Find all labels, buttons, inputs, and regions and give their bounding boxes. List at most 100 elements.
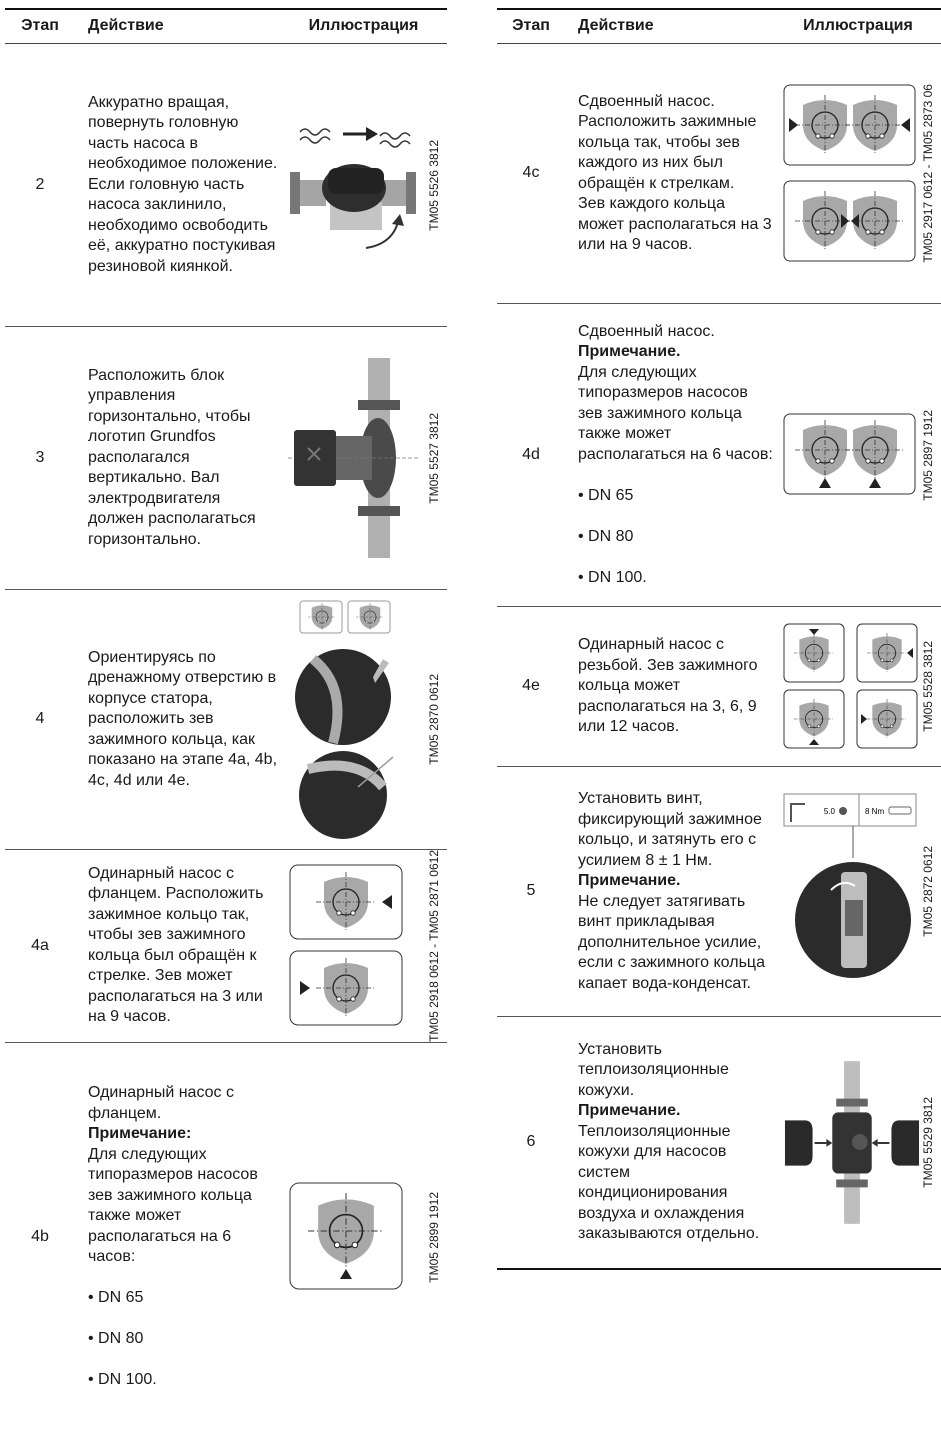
illustration-part: [392, 214, 404, 226]
header-cell: Этап: [497, 8, 565, 44]
illustration-part: [357, 756, 394, 788]
illustration-part: [901, 117, 910, 132]
action-paragraph: Ориентируясь по дренажному отверстию в к…: [88, 648, 278, 789]
illustration-part: [366, 127, 378, 141]
illustration-part: [790, 802, 805, 822]
illustration-part: [379, 140, 411, 148]
illustration: TM05 2917 0612 - TM05 2873 06: [775, 83, 941, 265]
table-row: 5 Установить винт, фиксирующий зажимное …: [497, 766, 941, 1017]
step: 6: [497, 1016, 565, 1270]
illustration-part: [836, 1179, 868, 1188]
step: 4c: [497, 43, 565, 304]
table-row: 4b Одинарный насос с фланцем. Примечание:…: [5, 1042, 447, 1431]
illustration-cell: 5.0 8 Nm TM05 2872 0612: [775, 766, 941, 1017]
illustration-cell: TM05 2897 1912: [775, 303, 941, 607]
header-cell: Этап: [5, 8, 75, 44]
illustration-part: [841, 213, 849, 228]
action-paragraph: • DN 80: [88, 1330, 144, 1348]
action-paragraph: Для следующих типоразмеров насосов зев з…: [88, 1145, 258, 1266]
figure-code: TM05 2872 0612: [921, 846, 935, 937]
action-paragraph: Не следует затягивать винт прикладывая д…: [578, 892, 765, 992]
step: 4e: [497, 606, 565, 767]
action: Сдвоенный насос. Примечание. Для следующих…: [565, 303, 775, 607]
header-row: Этап Действие Иллюстрация: [497, 8, 941, 44]
action-paragraph: Одинарный насос с фланцем.: [88, 1084, 234, 1122]
illustration-cell: TM05 2899 1912: [280, 1042, 447, 1431]
action: Одинарный насос с фланцем. Расположить з…: [75, 849, 280, 1043]
illustration-part: [406, 172, 416, 214]
action-paragraph: Расположить блок управления горизонтальн…: [88, 366, 256, 548]
table-row: 2 Аккуратно вращая, повернуть головную ч…: [5, 43, 447, 327]
header-cell: Действие: [565, 8, 775, 44]
illustration-part: [358, 400, 400, 410]
illustration-part: [871, 1138, 878, 1147]
figure-code: TM05 2897 1912: [921, 409, 935, 501]
layout: Этап Действие Иллюстрация 2 Аккуратно вр…: [5, 8, 447, 1431]
figure-code: TM05 2917 0612 - TM05 2873 06: [921, 84, 935, 263]
illustration-part: [832, 1112, 872, 1174]
illustration-part: [295, 649, 391, 745]
illustration-cell: TM05 2917 0612 - TM05 2873 06: [775, 43, 941, 304]
illustration-label: 8 Nm: [865, 807, 884, 816]
illustration-cell: TM05 5526 3812: [280, 43, 447, 327]
illustration: TM05 5529 3812: [775, 1060, 941, 1225]
illustration-part: [891, 1120, 920, 1166]
right-table: Этап Действие Иллюстрация 4c Сдвоенный н…: [497, 8, 941, 1270]
step: 4b: [31, 1227, 49, 1245]
figure-code: TM05 5529 3812: [921, 1096, 935, 1188]
action-paragraph: Одинарный насос с резьбой. Зев зажимного…: [578, 636, 758, 736]
table-row: 4a Одинарный насос с фланцем. Расположит…: [5, 849, 447, 1043]
illustration-part: [851, 213, 859, 228]
figure-code: TM05 5527 3812: [427, 412, 441, 504]
action: Аккуратно вращая, повернуть головную час…: [75, 43, 280, 327]
figure-code: TM05 2918 0612 - TM05 2871 0612: [427, 850, 441, 1042]
action: Установить теплоизоляционные кожухи. Прим…: [565, 1016, 775, 1270]
ring-4c-figure: [783, 84, 916, 261]
table-row: 4d Сдвоенный насос. Примечание. Для следую…: [497, 303, 941, 607]
insulation-figure: [784, 1060, 920, 1224]
illustration-part: [340, 1269, 352, 1280]
illustration-part: [373, 659, 389, 683]
action: Одинарный насос с фланцем. Примечание: Для…: [75, 1042, 280, 1431]
ring-4a-figure: [289, 864, 403, 1026]
illustration-part: [845, 899, 863, 936]
action-paragraph: Теплоизоляционные кожухи для насосов сис…: [578, 1122, 760, 1243]
ring-4b-figure: [289, 1182, 403, 1290]
illustration-part: [826, 1138, 833, 1147]
table-row: 3 Расположить блок управления горизонтал…: [5, 326, 447, 590]
header-cell: Иллюстрация: [775, 8, 941, 44]
illustration-cell: TM05 5528 3812: [775, 606, 941, 767]
illustration-part: [809, 738, 819, 745]
action-paragraph: Для следующих типоразмеров насосов зев з…: [578, 363, 773, 463]
illustration: TM05 2897 1912: [775, 409, 941, 501]
action-paragraph: Одинарный насос с фланцем. Расположить з…: [88, 864, 264, 1026]
illustration-part: [888, 806, 912, 814]
illustration-part: [328, 168, 384, 194]
figure-code: TM05 2870 0612: [427, 674, 441, 765]
illustration-part: [300, 981, 310, 996]
illustration-cell: TM05 5527 3812: [280, 326, 447, 590]
screw-figure: 5.0 8 Nm: [783, 793, 917, 978]
step: 5: [497, 766, 565, 1017]
illustration: TM05 5528 3812: [775, 623, 941, 751]
illustration: 5.0 8 Nm TM05 2872 0612: [775, 792, 941, 992]
illustration-part: [830, 881, 856, 891]
illustration-part: [809, 628, 819, 635]
header-cell: Действие: [75, 8, 280, 44]
header-cell: Иллюстрация: [280, 8, 447, 44]
illustration-part: [907, 647, 913, 658]
step: 4: [5, 589, 75, 850]
action: Расположить блок управления горизонтальн…: [75, 326, 280, 590]
action-paragraph: Примечание.: [578, 872, 681, 889]
action-paragraph: Примечание:: [88, 1125, 192, 1143]
illustration-part: [299, 136, 331, 144]
left-table: Этап Действие Иллюстрация 2 Аккуратно вр…: [5, 8, 447, 1431]
illustration-part: [307, 447, 321, 461]
illustration: TM05 2870 0612: [280, 597, 447, 842]
action: Ориентируясь по дренажному отверстию в к…: [75, 589, 280, 850]
action-paragraph: Сдвоенный насос.: [578, 322, 715, 340]
figure-code: TM05 2899 1912: [427, 1191, 441, 1283]
illustration-cell: TM05 2870 0612: [280, 589, 447, 850]
